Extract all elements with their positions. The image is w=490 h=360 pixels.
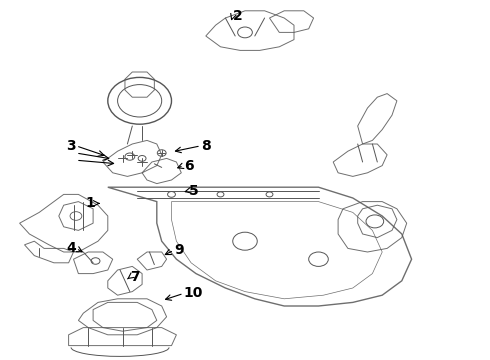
Text: 8: 8 — [201, 139, 211, 153]
Text: 10: 10 — [184, 287, 203, 300]
Text: 1: 1 — [86, 197, 96, 210]
Text: 7: 7 — [130, 270, 140, 284]
Text: 2: 2 — [233, 9, 243, 23]
Text: 6: 6 — [184, 159, 194, 172]
Text: 5: 5 — [189, 184, 198, 198]
Text: 9: 9 — [174, 243, 184, 257]
Text: 4: 4 — [66, 242, 76, 255]
Text: 3: 3 — [66, 139, 76, 153]
